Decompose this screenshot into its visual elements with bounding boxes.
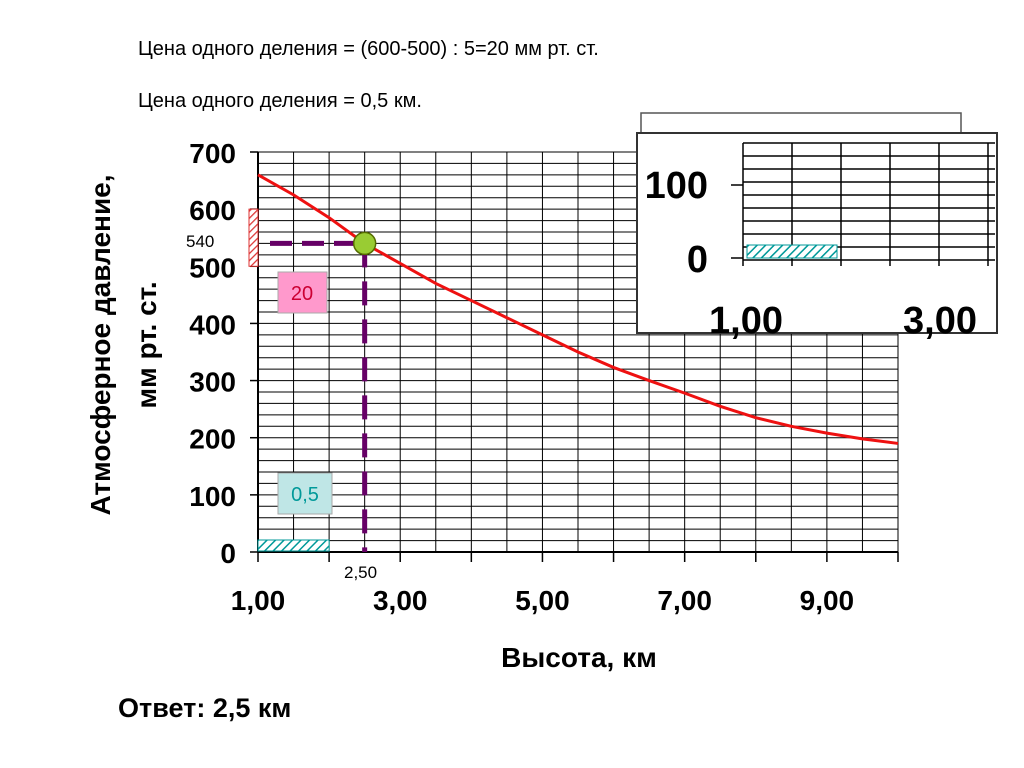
x-step-hatch: [257, 539, 330, 552]
y-tick-label: 400: [189, 309, 236, 340]
y-tick-label: 700: [189, 138, 236, 169]
division-note-height: Цена одного деления = 0,5 км.: [138, 90, 422, 112]
y-step-badge: 20: [291, 283, 313, 305]
division-note-pressure: Цена одного деления = (600-500) : 5=20 м…: [138, 38, 599, 60]
x-tick-label: 5,00: [515, 585, 570, 616]
x-tick-label: 7,00: [657, 585, 712, 616]
x-axis-title: Высота, км: [501, 642, 657, 673]
zoom-inset: 100 0 1,00 3,00: [636, 112, 998, 342]
y-tick-label: 600: [189, 195, 236, 226]
inset-back-panel: [640, 112, 962, 136]
y-step-hatch: [248, 208, 259, 267]
x-tick-label: 1,00: [231, 585, 286, 616]
y-tick-label: 300: [189, 367, 236, 398]
x-step-badge: 0,5: [291, 484, 319, 506]
x-step-badge-box: [277, 472, 333, 515]
inset-frame: [636, 132, 998, 334]
y-step-badge-box: [277, 271, 328, 314]
y-tick-label: 0: [220, 538, 236, 569]
inset-tick-label-0: 0: [687, 239, 708, 281]
inset-step-hatch: [746, 244, 838, 259]
y-tick-label: 500: [189, 252, 236, 283]
x-tick-label: 9,00: [800, 585, 855, 616]
y-tick-label: 200: [189, 424, 236, 455]
x-value-label: 2,50: [344, 563, 377, 582]
inset-tick-label-3: 3,00: [903, 300, 977, 342]
x-tick-label: 3,00: [373, 585, 428, 616]
y-tick-label: 100: [189, 481, 236, 512]
highlight-point: [352, 231, 377, 256]
y-axis-title-line-2: мм рт. ст.: [131, 281, 162, 408]
inset-tick-label-1: 1,00: [709, 300, 783, 342]
y-value-label: 540: [186, 232, 214, 251]
inset-tick-label-100: 100: [645, 165, 708, 207]
answer-text: Ответ: 2,5 км: [118, 693, 292, 723]
y-axis-title-line-1: Атмосферное давление,: [85, 174, 116, 515]
